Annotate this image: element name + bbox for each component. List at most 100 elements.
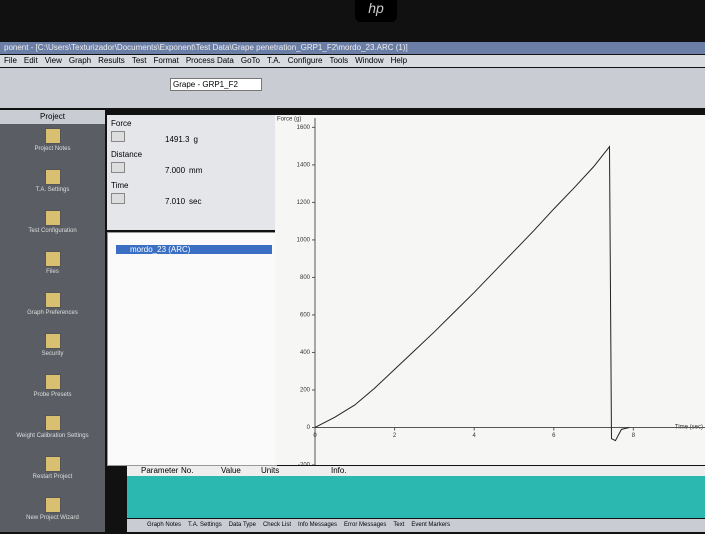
logo: hp <box>355 0 397 22</box>
tab[interactable]: Check List <box>263 522 291 528</box>
sidebar-title: Project <box>0 110 105 124</box>
icon <box>45 497 61 513</box>
sidebar-item[interactable]: Restart Project <box>0 456 105 493</box>
menu-item[interactable]: Format <box>153 56 178 65</box>
tab[interactable]: Data Type <box>229 522 256 528</box>
y-axis-label: Force (g) <box>277 117 301 123</box>
y-tick-label: 800 <box>300 275 311 281</box>
tab[interactable]: T.A. Settings <box>188 522 222 528</box>
sidebar-item[interactable]: Security <box>0 333 105 370</box>
graph-bg <box>275 115 705 465</box>
readout-unit: g <box>193 135 197 144</box>
sidebar-label: Test Configuration <box>0 228 105 234</box>
readout-label: Distance <box>111 150 271 159</box>
y-tick-label: 1600 <box>297 125 311 131</box>
tab[interactable]: Text <box>393 522 404 528</box>
readout-row: 7.010 sec <box>111 193 271 206</box>
readouts: Force 1491.3 g Distance 7.000 mm Time 7.010 sec <box>107 115 275 230</box>
menu-item[interactable]: Tools <box>329 56 348 65</box>
readout: Force 1491.3 g <box>111 119 271 144</box>
readout-row: 1491.3 g <box>111 131 271 144</box>
readout-value: 7.010 <box>165 197 185 206</box>
readout-label: Force <box>111 119 271 128</box>
tab[interactable]: Graph Notes <box>147 522 181 528</box>
sidebar-item[interactable]: Test Configuration <box>0 210 105 247</box>
sidebar-label: Probe Presets <box>0 392 105 398</box>
sidebar-item[interactable]: Weight Calibration Settings <box>0 415 105 452</box>
y-tick-label: 1200 <box>297 200 311 206</box>
toolbar: Grape - GRP1_F2 <box>0 68 705 108</box>
menu-item[interactable]: File <box>4 56 17 65</box>
column-header: Parameter <box>141 466 181 476</box>
sidebar-label: T.A. Settings <box>0 187 105 193</box>
menu-item[interactable]: Process Data <box>186 56 234 65</box>
icon <box>45 251 61 267</box>
sidebar-label: Security <box>0 351 105 357</box>
tab[interactable]: Event Markers <box>411 522 450 528</box>
menu-item[interactable]: T.A. <box>267 56 281 65</box>
readout-button[interactable] <box>111 162 125 173</box>
readout-value: 7.000 <box>165 166 185 175</box>
icon <box>45 415 61 431</box>
readout-button[interactable] <box>111 193 125 204</box>
title-bar: ponent - [C:\Users\Texturizador\Document… <box>0 42 705 54</box>
icon <box>45 128 61 144</box>
menu-item[interactable]: GoTo <box>241 56 260 65</box>
icon <box>45 210 61 226</box>
graph: Force (g) Time (sec) -200020040060080010… <box>275 115 705 465</box>
sidebar-label: Project Notes <box>0 146 105 152</box>
sidebar-item[interactable]: T.A. Settings <box>0 169 105 206</box>
sidebar-label: Restart Project <box>0 474 105 480</box>
icon <box>45 456 61 472</box>
y-tick-label: 400 <box>300 350 311 356</box>
menu-item[interactable]: Results <box>98 56 125 65</box>
tab-bar: Graph Notes T.A. Settings Data Type Check L… <box>127 519 705 532</box>
readout-row: 7.000 mm <box>111 162 271 175</box>
sidebar-label: New Project Wizard <box>0 515 105 521</box>
sidebar-label: Weight Calibration Settings <box>0 433 105 439</box>
y-tick-label: 600 <box>300 313 311 319</box>
sidebar-item[interactable]: New Project Wizard <box>0 497 105 534</box>
menu-item[interactable]: Help <box>391 56 407 65</box>
sidebar-item[interactable]: Probe Presets <box>0 374 105 411</box>
tab[interactable]: Error Messages <box>344 522 386 528</box>
menu-item[interactable]: Configure <box>288 56 323 65</box>
y-tick-label: 1400 <box>297 162 311 168</box>
menu-bar: File Edit View Graph Results Test Format Proces… <box>0 55 705 67</box>
sidebar: Project Project Notes T.A. Settings Test C… <box>0 110 105 532</box>
column-header: Info. <box>331 466 401 476</box>
sidebar-item[interactable]: Files <box>0 251 105 288</box>
menu-item[interactable]: View <box>45 56 62 65</box>
screen: hp ponent - [C:\Users\Texturizador\Docum… <box>0 0 705 532</box>
file-list: mordo_23 (ARC) <box>107 232 277 466</box>
icon <box>45 374 61 390</box>
column-header: No. <box>181 466 221 476</box>
file-item[interactable]: mordo_23 (ARC) <box>116 245 272 254</box>
y-tick-label: 200 <box>300 388 311 394</box>
y-tick-label: -200 <box>298 463 311 465</box>
tab[interactable]: Info Messages <box>298 522 337 528</box>
menu-item[interactable]: Window <box>355 56 383 65</box>
icon <box>45 169 61 185</box>
readout-value: 1491.3 <box>165 135 189 144</box>
menu-item[interactable]: Graph <box>69 56 91 65</box>
readout-button[interactable] <box>111 131 125 142</box>
sidebar-item[interactable]: Project Notes <box>0 128 105 165</box>
readout-label: Time <box>111 181 271 190</box>
readout-unit: sec <box>189 197 201 206</box>
sidebar-item[interactable]: Graph Preferences <box>0 292 105 329</box>
readout: Time 7.010 sec <box>111 181 271 206</box>
column-header: Units <box>261 466 331 476</box>
column-header: Value <box>221 466 261 476</box>
y-tick-label: 1000 <box>297 237 311 243</box>
menu-item[interactable]: Test <box>132 56 147 65</box>
readout-unit: mm <box>189 166 202 175</box>
readout: Distance 7.000 mm <box>111 150 271 175</box>
icon <box>45 292 61 308</box>
project-select[interactable]: Grape - GRP1_F2 <box>170 78 262 91</box>
icon <box>45 333 61 349</box>
menu-item[interactable]: Edit <box>24 56 38 65</box>
sidebar-label: Graph Preferences <box>0 310 105 316</box>
sidebar-label: Files <box>0 269 105 275</box>
